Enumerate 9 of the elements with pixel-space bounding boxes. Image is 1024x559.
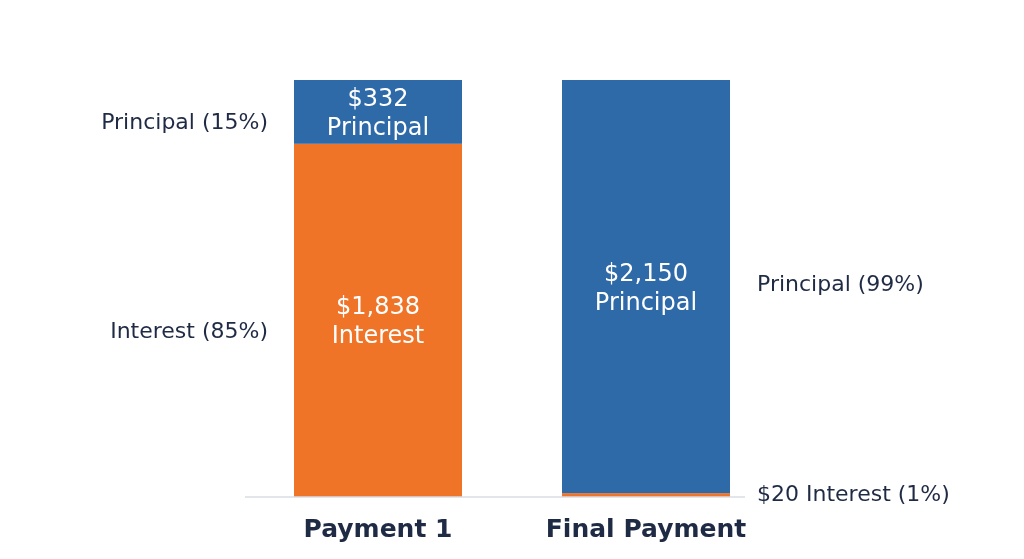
annotation: Principal (15%) [101, 109, 268, 134]
data-label: $1,838 Interest [331, 292, 425, 350]
annotation: Interest (85%) [110, 318, 268, 343]
x-tick-label: Payment 1 [303, 514, 453, 543]
data-label: $2,150 Principal [594, 258, 698, 316]
x-tick-label: Final Payment [545, 514, 747, 543]
text: Principal (99%) [757, 271, 924, 296]
data-label: $332 Principal [326, 83, 430, 141]
text: $20 Interest (1%) [757, 481, 950, 506]
